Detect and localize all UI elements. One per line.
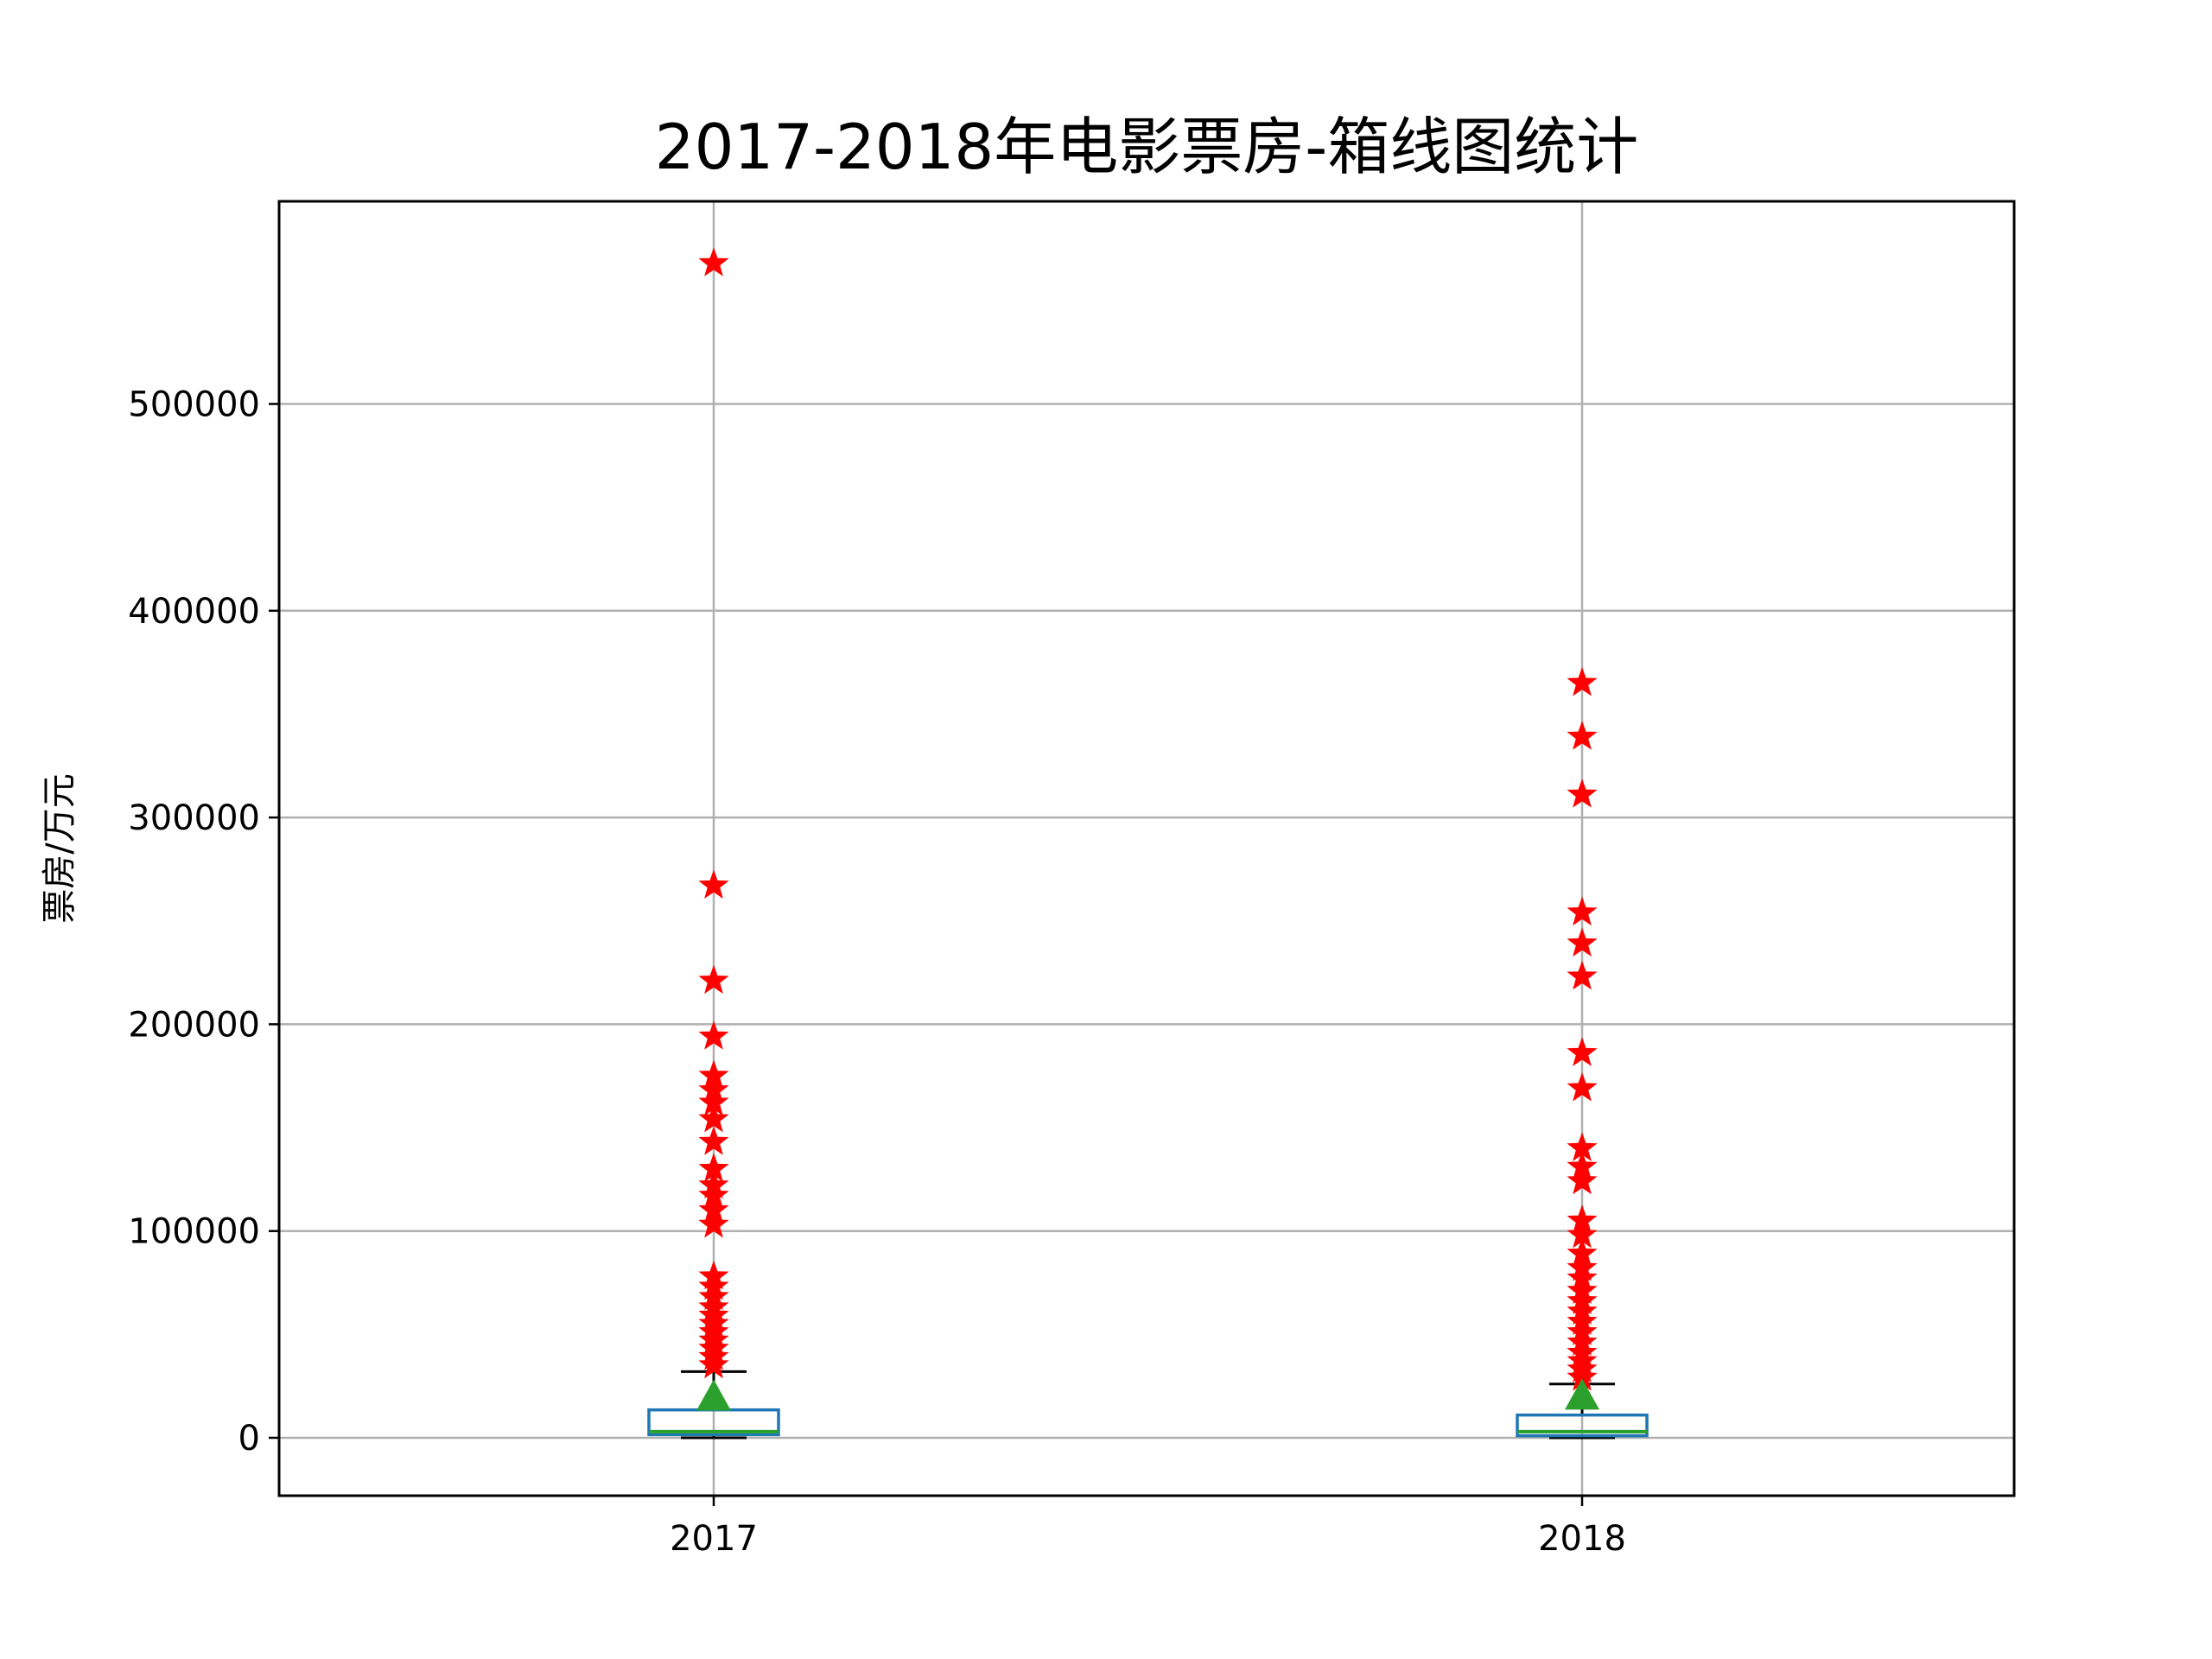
mean-marker [696,1379,731,1411]
outlier-point [1567,1072,1598,1102]
grid-lines [279,201,2014,1496]
outlier-point [698,869,729,899]
outlier-point [698,1103,729,1133]
y-tick-label: 0 [238,1419,260,1459]
y-tick-label: 200000 [128,1005,260,1045]
outlier-point [698,1349,729,1379]
y-tick-label: 300000 [128,798,260,838]
outlier-point [1567,960,1598,990]
outlier-point [1567,927,1598,957]
outlier-point [1567,779,1598,808]
y-tick-label: 500000 [128,385,260,425]
y-axis-label: 票房/万元 [40,773,79,923]
outlier-point [1567,1165,1598,1195]
chart-title: 2017-2018年电影票房-箱线图统计 [655,111,1638,183]
box-layer [647,247,1649,1440]
x-tick-label: 2017 [670,1519,758,1559]
y-tick-label: 400000 [128,592,260,632]
plot-frame [277,200,2016,1497]
y-tick-label: 100000 [128,1212,260,1252]
box-2017 [647,247,780,1440]
axis-ticks: 0 100000 200000 300000 400000 500000 2017 2018 [128,385,1626,1559]
outlier-point [698,1126,729,1155]
outlier-point [698,964,729,995]
box-body [1516,1413,1649,1438]
mean-marker [1565,1378,1599,1410]
outlier-point [698,1020,729,1050]
outlier-point [698,247,729,276]
outlier-point [1567,896,1598,926]
outlier-point [1567,1037,1598,1066]
outlier-point [698,1209,729,1238]
outlier-point [1567,721,1598,750]
box-2018 [1516,667,1649,1440]
outlier-point [1567,667,1598,696]
x-tick-label: 2018 [1538,1519,1626,1559]
